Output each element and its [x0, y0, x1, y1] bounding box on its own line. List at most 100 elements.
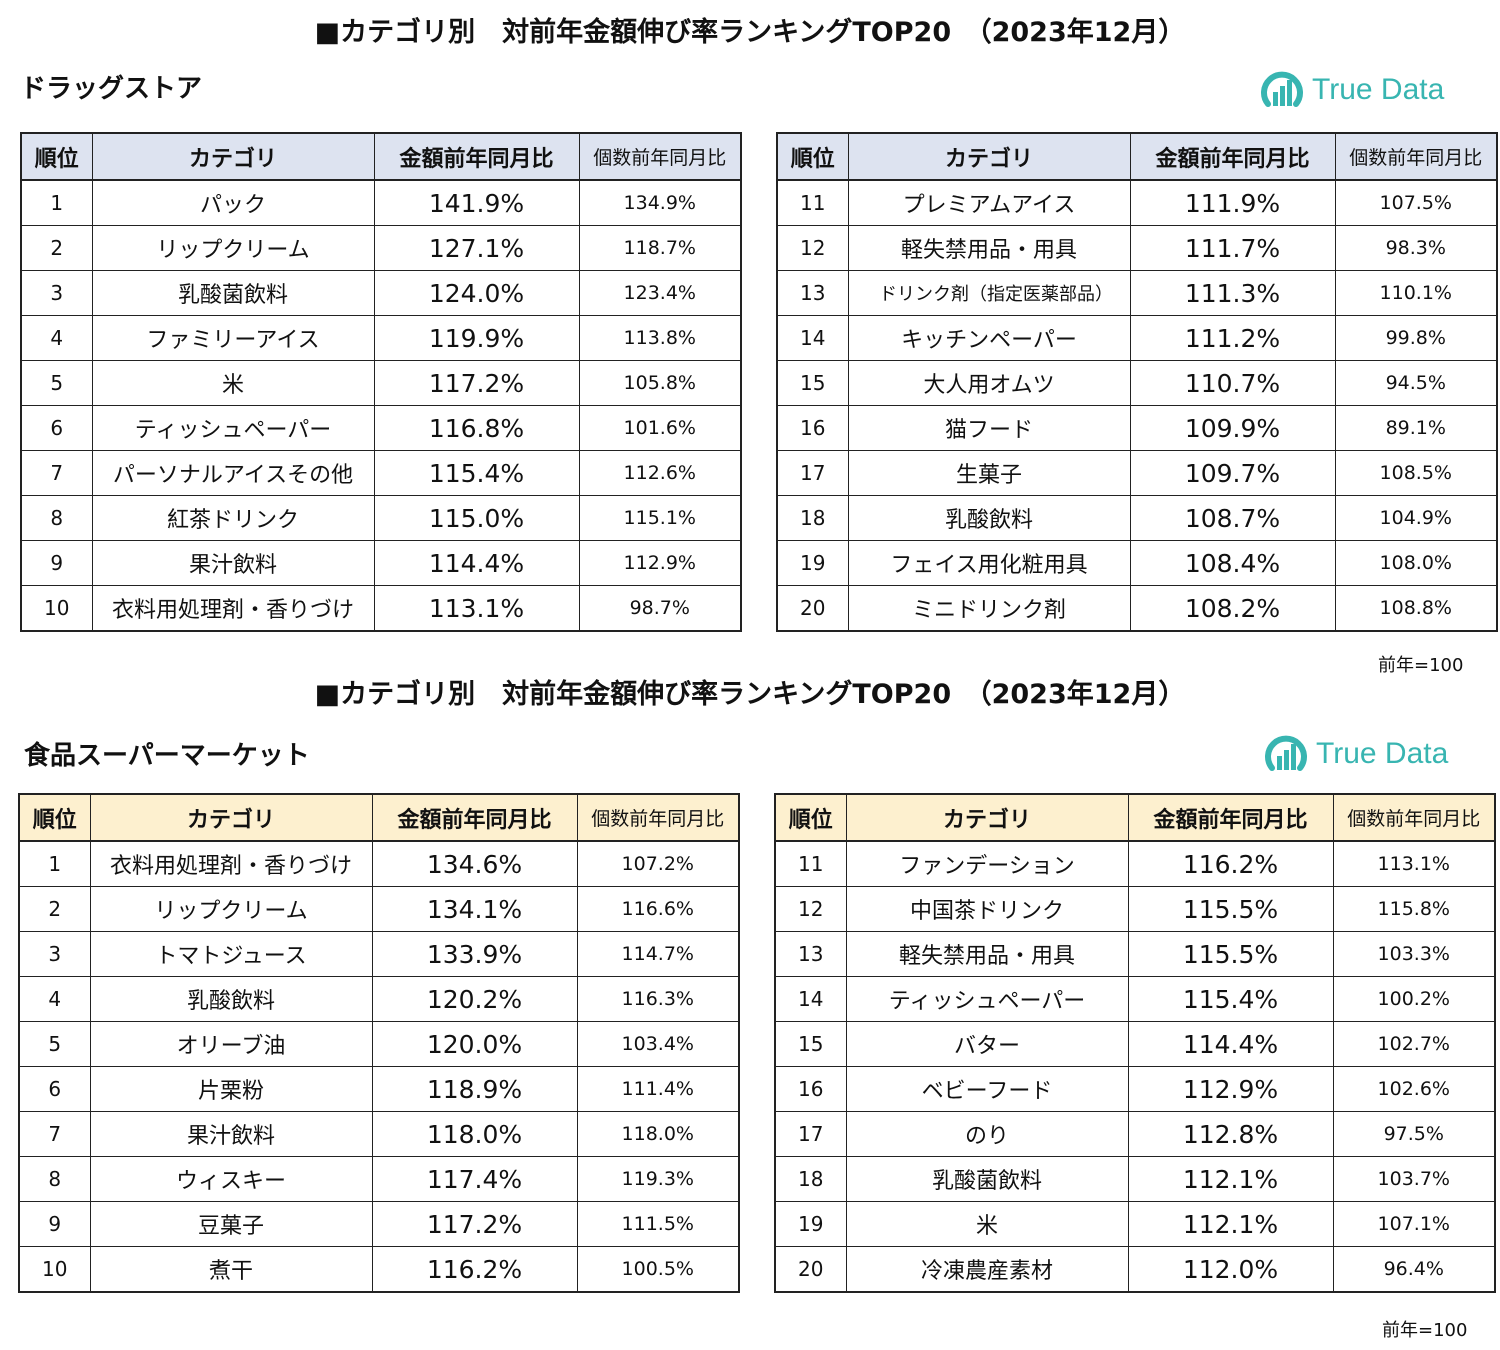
category-cell: ドリンク剤（指定医薬部品）	[847, 270, 1131, 316]
rank-cell: 4	[18, 976, 91, 1022]
category-cell: 乳酸菌飲料	[845, 1156, 1129, 1202]
amount-ratio-cell: 109.7%	[1129, 450, 1336, 496]
ranking-table-drugstore-left: 順位 カテゴリ 金額前年同月比 個数前年同月比 1 パック 141.9% 134.9%…	[20, 132, 742, 632]
amount-ratio-cell: 119.9%	[373, 315, 580, 361]
rank-cell: 2	[18, 886, 91, 932]
rank-cell: 13	[774, 931, 847, 977]
amount-ratio-cell: 114.4%	[373, 540, 580, 586]
amount-ratio-cell: 111.7%	[1129, 225, 1336, 271]
rank-cell: 2	[20, 225, 93, 271]
category-cell: 乳酸菌飲料	[91, 270, 375, 316]
header-count: 個数前年同月比	[576, 793, 740, 842]
category-cell: のり	[845, 1111, 1129, 1157]
rank-cell: 19	[774, 1201, 847, 1247]
table-row: 8 ウィスキー 117.4% 119.3%	[18, 1156, 740, 1202]
count-ratio-cell: 108.0%	[1334, 540, 1498, 586]
rank-cell: 18	[776, 495, 849, 541]
logo-text: True Data	[1316, 737, 1449, 770]
category-cell: 豆菓子	[89, 1201, 373, 1247]
table-row: 7 果汁飲料 118.0% 118.0%	[18, 1111, 740, 1157]
amount-ratio-cell: 108.7%	[1129, 495, 1336, 541]
table-row: 10 煮干 116.2% 100.5%	[18, 1246, 740, 1293]
category-cell: パック	[91, 179, 375, 226]
count-ratio-cell: 112.9%	[578, 540, 742, 586]
rank-cell: 1	[18, 840, 91, 887]
true-data-logo-icon	[1261, 71, 1303, 107]
table-row: 1 衣料用処理剤・香りづけ 134.6% 107.2%	[18, 840, 740, 887]
category-cell: ウィスキー	[89, 1156, 373, 1202]
header-amount: 金額前年同月比	[371, 793, 578, 842]
rank-cell: 17	[774, 1111, 847, 1157]
table-row: 20 冷凍農産素材 112.0% 96.4%	[774, 1246, 1496, 1293]
true-data-logo: True Data	[1262, 730, 1448, 778]
count-ratio-cell: 104.9%	[1334, 495, 1498, 541]
amount-ratio-cell: 108.2%	[1129, 585, 1336, 632]
header-count: 個数前年同月比	[1334, 132, 1498, 181]
table-row: 14 キッチンペーパー 111.2% 99.8%	[776, 315, 1498, 361]
table-row: 15 バター 114.4% 102.7%	[774, 1021, 1496, 1067]
count-ratio-cell: 101.6%	[578, 405, 742, 451]
section-title: ■カテゴリ別 対前年金額伸び率ランキングTOP20 （2023年12月）	[314, 17, 1186, 48]
category-cell: ミニドリンク剤	[847, 585, 1131, 632]
category-cell: ファンデーション	[845, 840, 1129, 887]
category-cell: 煮干	[89, 1246, 373, 1293]
section-title: ■カテゴリ別 対前年金額伸び率ランキングTOP20 （2023年12月）	[314, 679, 1186, 710]
count-ratio-cell: 103.4%	[576, 1021, 740, 1067]
header-rank: 順位	[774, 793, 847, 842]
count-ratio-cell: 102.7%	[1332, 1021, 1496, 1067]
count-ratio-cell: 113.1%	[1332, 840, 1496, 887]
rank-cell: 3	[18, 931, 91, 977]
table-row: 5 オリーブ油 120.0% 103.4%	[18, 1021, 740, 1067]
amount-ratio-cell: 111.2%	[1129, 315, 1336, 361]
header-category: カテゴリ	[89, 793, 373, 842]
category-cell: 紅茶ドリンク	[91, 495, 375, 541]
amount-ratio-cell: 127.1%	[373, 225, 580, 271]
amount-ratio-cell: 115.5%	[1127, 931, 1334, 977]
rank-cell: 16	[774, 1066, 847, 1112]
count-ratio-cell: 107.1%	[1332, 1201, 1496, 1247]
table-row: 1 パック 141.9% 134.9%	[20, 179, 742, 226]
table-row: 18 乳酸飲料 108.7% 104.9%	[776, 495, 1498, 541]
count-ratio-cell: 107.5%	[1334, 179, 1498, 226]
rank-cell: 3	[20, 270, 93, 316]
category-cell: ベビーフード	[845, 1066, 1129, 1112]
rank-cell: 15	[774, 1021, 847, 1067]
rank-cell: 5	[18, 1021, 91, 1067]
header-count: 個数前年同月比	[1332, 793, 1496, 842]
section-subtitle: 食品スーパーマーケット	[24, 741, 310, 771]
table-row: 5 米 117.2% 105.8%	[20, 360, 742, 406]
table-row: 9 果汁飲料 114.4% 112.9%	[20, 540, 742, 586]
count-ratio-cell: 111.4%	[576, 1066, 740, 1112]
rank-cell: 20	[774, 1246, 847, 1293]
rank-cell: 9	[20, 540, 93, 586]
amount-ratio-cell: 112.9%	[1127, 1066, 1334, 1112]
amount-ratio-cell: 115.4%	[373, 450, 580, 496]
rank-cell: 7	[20, 450, 93, 496]
amount-ratio-cell: 117.2%	[371, 1201, 578, 1247]
category-cell: 猫フード	[847, 405, 1131, 451]
table-row: 10 衣料用処理剤・香りづけ 113.1% 98.7%	[20, 585, 742, 632]
category-cell: 米	[91, 360, 375, 406]
count-ratio-cell: 123.4%	[578, 270, 742, 316]
count-ratio-cell: 112.6%	[578, 450, 742, 496]
amount-ratio-cell: 116.8%	[373, 405, 580, 451]
category-cell: 果汁飲料	[89, 1111, 373, 1157]
ranking-table-supermarket-left: 順位 カテゴリ 金額前年同月比 個数前年同月比 1 衣料用処理剤・香りづけ 134.…	[18, 793, 740, 1293]
count-ratio-cell: 96.4%	[1332, 1246, 1496, 1293]
amount-ratio-cell: 134.6%	[371, 840, 578, 887]
amount-ratio-cell: 112.8%	[1127, 1111, 1334, 1157]
header-rank: 順位	[18, 793, 91, 842]
header-rank: 順位	[20, 132, 93, 181]
base-year-note: 前年=100	[1378, 655, 1464, 676]
count-ratio-cell: 102.6%	[1332, 1066, 1496, 1112]
rank-cell: 4	[20, 315, 93, 361]
count-ratio-cell: 103.3%	[1332, 931, 1496, 977]
count-ratio-cell: 116.3%	[576, 976, 740, 1022]
amount-ratio-cell: 111.3%	[1129, 270, 1336, 316]
count-ratio-cell: 94.5%	[1334, 360, 1498, 406]
category-cell: 乳酸飲料	[89, 976, 373, 1022]
amount-ratio-cell: 134.1%	[371, 886, 578, 932]
table-row: 18 乳酸菌飲料 112.1% 103.7%	[774, 1156, 1496, 1202]
rank-cell: 7	[18, 1111, 91, 1157]
rank-cell: 19	[776, 540, 849, 586]
